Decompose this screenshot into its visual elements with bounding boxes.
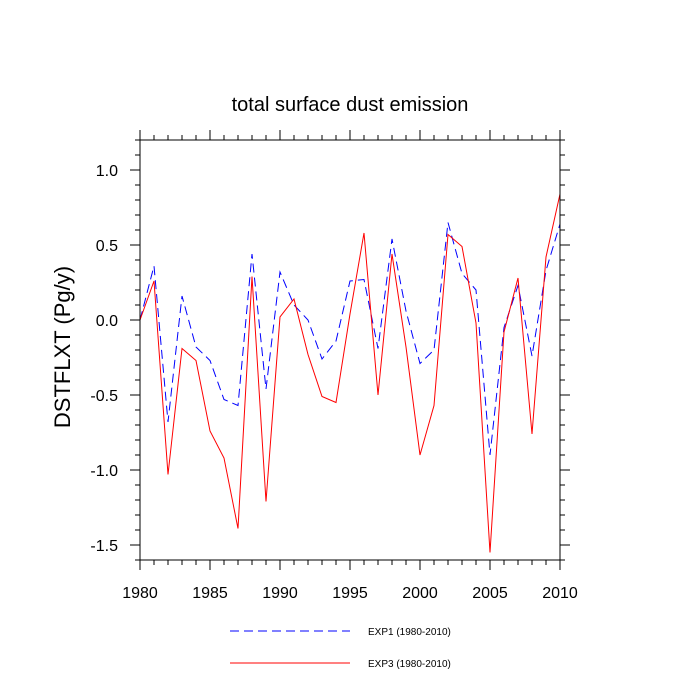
- legend-label: EXP3 (1980-2010): [368, 659, 451, 670]
- y-tick-label: -1.5: [90, 538, 118, 555]
- axis-ticks: 1980 1985 1990 1995 2000 2005 2010 1.0 0.5 0.0 -0.…: [90, 130, 578, 602]
- x-tick-label: 1980: [122, 585, 158, 602]
- x-tick-label: 2000: [402, 585, 438, 602]
- legend: EXP1 (1980-2010) EXP3 (1980-2010): [230, 627, 451, 670]
- chart-title: total surface dust emission: [232, 94, 469, 116]
- legend-label: EXP1 (1980-2010): [368, 627, 451, 638]
- x-tick-label: 2010: [542, 585, 578, 602]
- series-group: [139, 193, 561, 553]
- x-tick-label: 1990: [262, 585, 298, 602]
- y-tick-label: -0.5: [90, 388, 118, 405]
- y-axis-label: DSTFLXT (Pg/y): [50, 266, 75, 428]
- y-tick-label: 0.0: [96, 313, 118, 330]
- y-tick-label: 1.0: [96, 163, 118, 180]
- series-line: [139, 193, 561, 553]
- y-tick-label: -1.0: [90, 463, 118, 480]
- x-tick-label: 1985: [192, 585, 228, 602]
- series-line: [139, 222, 561, 456]
- x-tick-label: 2005: [472, 585, 508, 602]
- x-tick-label: 1995: [332, 585, 368, 602]
- y-tick-label: 0.5: [96, 238, 118, 255]
- plot-frame: [139, 139, 561, 561]
